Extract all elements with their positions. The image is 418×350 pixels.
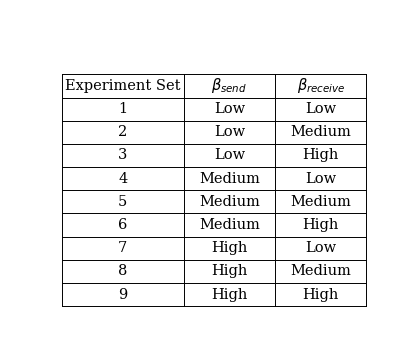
Text: 6: 6 — [118, 218, 127, 232]
Text: Low: Low — [214, 102, 245, 116]
Text: Low: Low — [214, 125, 245, 139]
Text: Medium: Medium — [291, 195, 351, 209]
Text: Medium: Medium — [199, 218, 260, 232]
Text: Low: Low — [214, 148, 245, 162]
Text: High: High — [303, 218, 339, 232]
Text: $\beta_{send}$: $\beta_{send}$ — [212, 76, 247, 96]
Text: Experiment Set: Experiment Set — [65, 79, 181, 93]
Text: 4: 4 — [118, 172, 127, 186]
Text: $\beta_{receive}$: $\beta_{receive}$ — [296, 76, 345, 96]
Text: 9: 9 — [118, 287, 127, 301]
Text: Medium: Medium — [199, 172, 260, 186]
Text: High: High — [303, 287, 339, 301]
Text: Medium: Medium — [291, 264, 351, 278]
Text: High: High — [211, 241, 247, 255]
Text: 8: 8 — [118, 264, 127, 278]
Text: 5: 5 — [118, 195, 127, 209]
Text: 2: 2 — [118, 125, 127, 139]
Text: Low: Low — [305, 102, 336, 116]
Text: High: High — [211, 264, 247, 278]
Text: Low: Low — [305, 241, 336, 255]
Text: Medium: Medium — [291, 125, 351, 139]
Text: Low: Low — [305, 172, 336, 186]
Text: 1: 1 — [118, 102, 127, 116]
Text: 7: 7 — [118, 241, 127, 255]
Text: 3: 3 — [118, 148, 127, 162]
Text: Medium: Medium — [199, 195, 260, 209]
Text: High: High — [211, 287, 247, 301]
Text: High: High — [303, 148, 339, 162]
